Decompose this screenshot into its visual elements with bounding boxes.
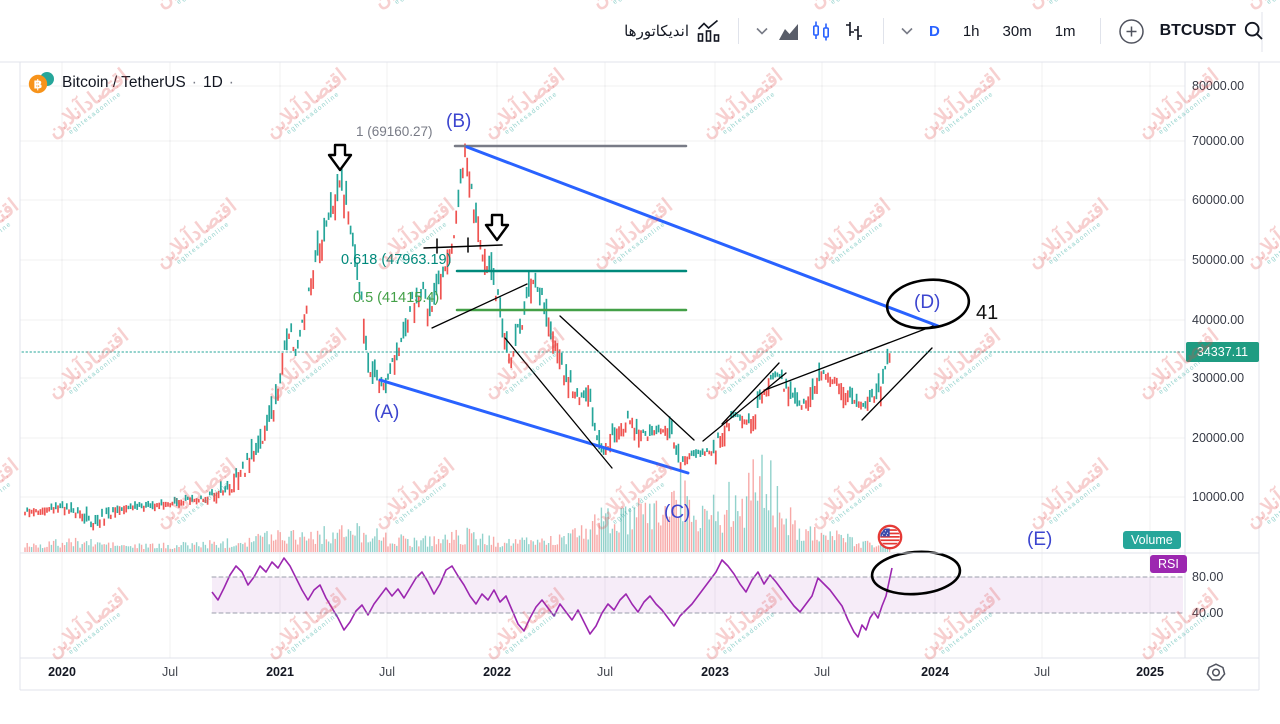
wave-label-b[interactable]: (B) bbox=[446, 111, 472, 132]
toolbar-separator bbox=[883, 18, 884, 44]
price-axis-label: 20000.00 bbox=[1192, 431, 1245, 445]
down-arrow-annotation bbox=[484, 213, 510, 242]
header-dot: · bbox=[191, 73, 197, 91]
bitcoin-tether-icons: ฿ bbox=[28, 71, 56, 94]
pair-title: Bitcoin / TetherUS bbox=[62, 73, 186, 91]
candlestick-style-icon[interactable] bbox=[809, 19, 833, 43]
rsi-pane bbox=[211, 557, 1183, 638]
annotation-overlays[interactable] bbox=[21, 143, 1185, 614]
volume-series bbox=[24, 454, 891, 552]
price-axis-label: 30000.00 bbox=[1192, 371, 1245, 385]
us-flag-event-icon[interactable] bbox=[877, 524, 903, 555]
time-axis-label: Jul bbox=[162, 665, 178, 679]
price-axis-label: 80000.00 bbox=[1192, 79, 1245, 93]
annotation-ellipse bbox=[870, 550, 962, 596]
timeframe-30m[interactable]: 30m bbox=[1002, 22, 1032, 40]
top-toolbar: اندیکاتورها bbox=[624, 0, 1264, 62]
last-price-badge: 34337.11 bbox=[1186, 342, 1259, 362]
timezone-settings-button[interactable] bbox=[1205, 662, 1227, 689]
indicators-label: اندیکاتورها bbox=[624, 23, 689, 40]
timeframe-1d[interactable]: D bbox=[929, 22, 940, 40]
time-axis-label: Jul bbox=[1034, 665, 1050, 679]
bitcoin-icon bbox=[28, 74, 48, 94]
time-axis-label: 2021 bbox=[266, 665, 294, 679]
symbol-header[interactable]: ฿ Bitcoin / TetherUS · 1D · bbox=[28, 71, 234, 94]
wave-label-e[interactable]: (E) bbox=[1027, 529, 1053, 550]
time-axis-label: 2023 bbox=[701, 665, 729, 679]
time-axis-label: 2020 bbox=[48, 665, 76, 679]
toolbar-separator bbox=[1099, 18, 1101, 44]
indicators-icon bbox=[696, 19, 721, 43]
rsi-badge[interactable]: RSI bbox=[1150, 555, 1187, 573]
note-41-label[interactable]: 41 bbox=[976, 302, 999, 324]
timeframe-1m[interactable]: 1m bbox=[1054, 22, 1076, 40]
timeframe-1h[interactable]: 1h bbox=[962, 22, 980, 40]
rsi-axis-label: 80.00 bbox=[1192, 570, 1224, 584]
header-dot: · bbox=[228, 73, 234, 91]
price-axis-label: 60000.00 bbox=[1192, 193, 1245, 207]
interval-label: 1D bbox=[202, 73, 223, 91]
annotation-ellipse bbox=[885, 278, 971, 330]
interval-chevron-icon[interactable] bbox=[901, 27, 913, 35]
pane-borders bbox=[0, 12, 1280, 691]
down-arrow-annotation bbox=[327, 143, 353, 172]
chart-style-chevron-icon[interactable] bbox=[756, 27, 768, 35]
wave-label-c[interactable]: (C) bbox=[664, 502, 691, 523]
indicators-button[interactable]: اندیکاتورها bbox=[624, 19, 721, 43]
add-symbol-icon[interactable] bbox=[1118, 18, 1145, 45]
time-axis-label: Jul bbox=[597, 665, 613, 679]
svg-text:฿: ฿ bbox=[34, 77, 43, 92]
time-axis-label: Jul bbox=[379, 665, 395, 679]
price-axis-label: 50000.00 bbox=[1192, 253, 1245, 267]
symbol-label: BTCUSDT bbox=[1159, 22, 1236, 39]
fib-level-05-label[interactable]: 0.5 (41415.4) bbox=[353, 290, 440, 306]
fib-level-0618-label[interactable]: 0.618 (47963.19) bbox=[341, 252, 452, 268]
toolbar-separator bbox=[738, 18, 739, 44]
volume-badge[interactable]: Volume bbox=[1123, 531, 1181, 549]
time-axis-label: Jul bbox=[814, 665, 830, 679]
wave-label-d[interactable]: (D) bbox=[914, 292, 941, 313]
time-axis-label: 2024 bbox=[921, 665, 949, 679]
area-chart-icon[interactable] bbox=[777, 21, 800, 42]
candlestick-series bbox=[24, 143, 891, 531]
rsi-axis-label: 40.00 bbox=[1192, 606, 1224, 620]
price-axis-label: 70000.00 bbox=[1192, 134, 1245, 148]
time-axis-label: 2025 bbox=[1136, 665, 1164, 679]
time-axis-label: 2022 bbox=[483, 665, 511, 679]
fib-level-1-label[interactable]: 1 (69160.27) bbox=[356, 124, 433, 139]
price-axis-label: 40000.00 bbox=[1192, 313, 1245, 327]
bars-style-icon[interactable] bbox=[842, 19, 866, 43]
price-axis-label: 10000.00 bbox=[1192, 490, 1245, 504]
symbol-search-button[interactable]: BTCUSDT bbox=[1160, 21, 1264, 41]
gridlines bbox=[20, 62, 1185, 658]
search-icon bbox=[1244, 21, 1264, 41]
wave-label-a[interactable]: (A) bbox=[374, 402, 400, 423]
